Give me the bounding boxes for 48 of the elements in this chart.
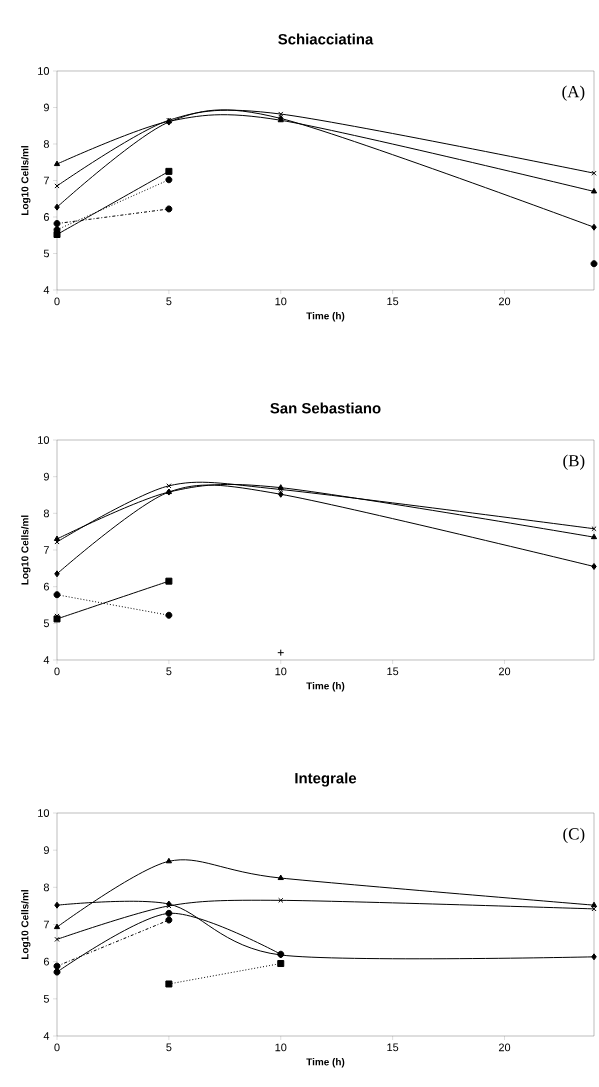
y-tick-label: 7 [43,920,49,929]
x-tick-label: 20 [498,1043,511,1052]
y-tick-label: 6 [43,213,49,221]
x-tick-label: 5 [166,297,172,306]
y-tick-label: 9 [43,103,49,112]
y-axis-title: Log10 Cells/ml [21,890,31,959]
annotation: (A) [562,85,585,101]
y-axis-title: Log10 Cells/ml [21,515,31,585]
y-tick-label: 5 [43,619,50,628]
x-axis-title: Time (h) [306,682,345,692]
x-tick-label: 20 [498,297,511,306]
annotation: (B) [563,454,585,470]
x-tick-label: 0 [54,667,60,676]
x-tick-label: 15 [387,667,399,676]
x-axis-title: Time (h) [306,1058,345,1068]
y-tick-label: 9 [43,846,49,855]
x-tick-label: 15 [387,297,399,306]
y-tick-label: 6 [43,957,49,966]
y-tick-label: 10 [38,436,50,444]
chart-title: Integrale [295,772,357,787]
x-tick-label: 20 [498,667,511,676]
y-tick-label: 10 [38,809,50,817]
y-tick-label: 5 [43,995,50,1003]
x-tick-label: 0 [54,297,60,306]
x-tick-label: 5 [166,667,172,676]
y-axis-title: Log10 Cells/ml [21,146,31,215]
y-tick-label: 4 [43,656,50,664]
y-tick-label: 4 [43,286,50,294]
y-tick-label: 4 [43,1032,50,1040]
y-tick-label: 10 [38,67,50,75]
y-tick-label: 6 [43,582,49,591]
x-tick-label: 10 [275,297,287,306]
x-tick-label: 5 [166,1043,172,1052]
annotation: (C) [563,827,585,844]
y-tick-label: 8 [43,509,49,518]
chart-title: Schiacciatina [278,33,374,45]
y-tick-label: 9 [43,472,49,481]
x-tick-label: 10 [275,1043,287,1052]
x-tick-label: 15 [387,1043,399,1052]
y-tick-label: 5 [43,249,50,258]
y-tick-label: 8 [43,140,49,148]
y-tick-label: 8 [43,883,49,892]
x-axis-title: Time (h) [306,312,345,322]
y-tick-label: 7 [43,176,49,185]
y-tick-label: 7 [43,546,49,554]
chart-title: San Sebastiano [270,402,381,414]
x-tick-label: 0 [54,1043,60,1052]
x-tick-label: 10 [275,667,287,676]
